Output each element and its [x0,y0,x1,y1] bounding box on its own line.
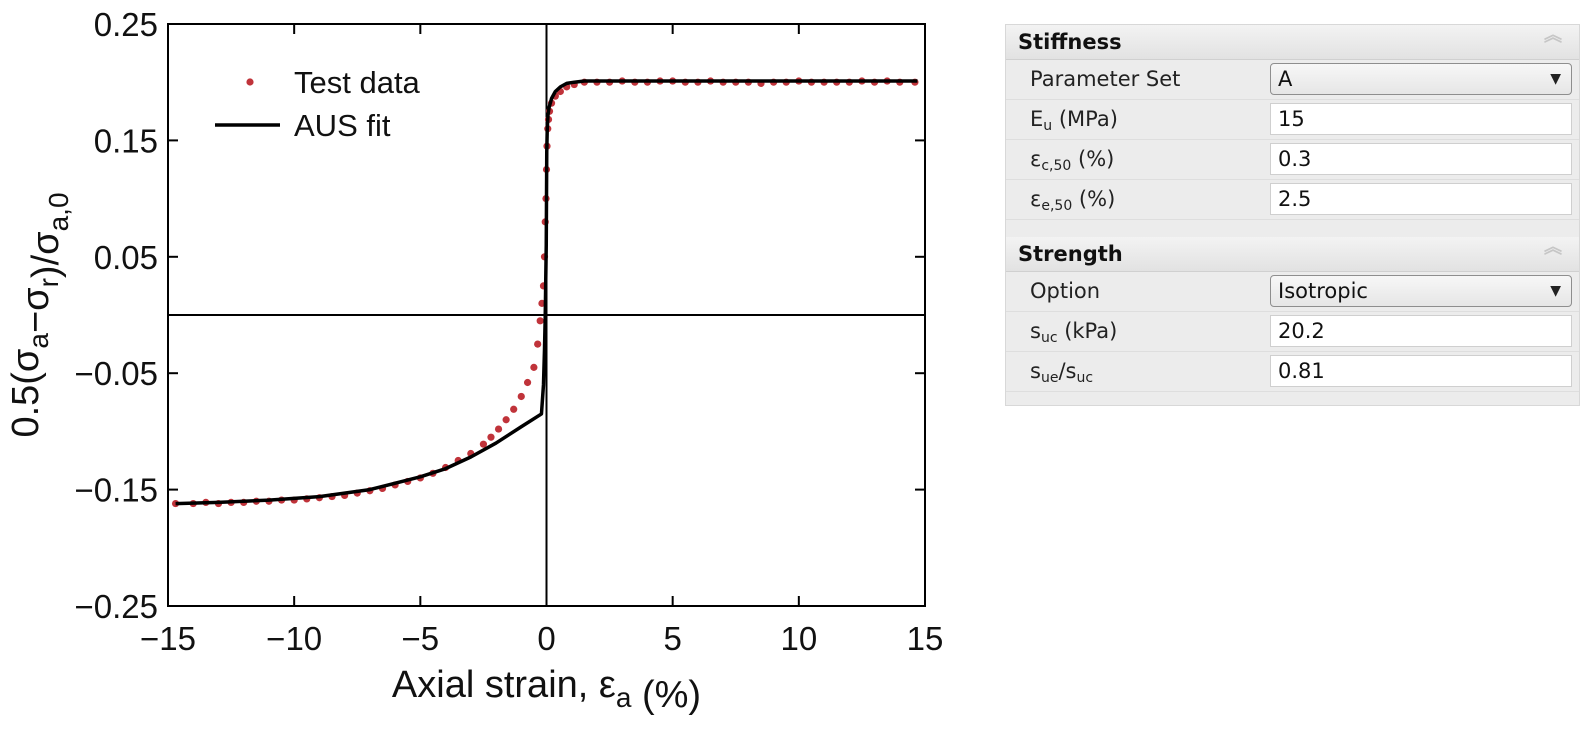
stiffness-title: Stiffness [1018,30,1122,54]
test-data-point [502,416,510,424]
x-tick-label: −10 [266,620,322,657]
test-data-point [479,440,488,448]
eu-label: Eu (MPa) [1030,107,1118,134]
data-series [171,77,919,508]
ee50-input[interactable]: 2.5 [1270,183,1572,215]
ec50-input[interactable]: 0.3 [1270,143,1572,175]
parameter-panel: Stiffness ︽ Parameter Set A ▼ Eu (MPa) 1… [1005,24,1580,406]
legend-label-test-data: Test data [294,65,421,100]
x-tick-label: 5 [663,620,681,657]
ee50-label: εe,50 (%) [1030,187,1116,214]
parameter-set-value: A [1278,67,1293,91]
strength-ratio-row: sue/suc 0.81 [1006,352,1579,392]
parameter-set-dropdown[interactable]: A ▼ [1270,63,1572,95]
axis-titles: Axial strain, εa (%) 0.5(σa−σr)/σa,0 [5,192,701,716]
legend-marker-test-data [246,78,254,86]
chart-legend: Test data AUS fit [215,65,421,143]
suc-label: suc (kPa) [1030,319,1118,346]
legend-label-aus-fit: AUS fit [294,108,391,143]
option-dropdown[interactable]: Isotropic ▼ [1270,275,1572,307]
dropdown-arrow-icon[interactable]: ▼ [1550,71,1561,87]
y-tick-label: −0.15 [75,472,159,509]
x-tick-label: 10 [780,620,817,657]
suc-input[interactable]: 20.2 [1270,315,1572,347]
strength-section: Strength ︽ Option Isotropic ▼ suc (kPa) … [1006,237,1579,392]
test-data-point [536,317,544,325]
strength-ratio-label: sue/suc [1030,359,1094,386]
ee50-row: εe,50 (%) 2.5 [1006,180,1579,220]
suc-row: suc (kPa) 20.2 [1006,312,1579,352]
eu-input[interactable]: 15 [1270,103,1572,135]
test-data-point [523,378,532,387]
eu-row: Eu (MPa) 15 [1006,100,1579,140]
x-tick-label: −15 [140,620,196,657]
parameter-set-row: Parameter Set A ▼ [1006,60,1579,100]
strength-ratio-input[interactable]: 0.81 [1270,355,1572,387]
option-value: Isotropic [1278,279,1368,303]
y-tick-label: 0.15 [94,122,158,159]
test-data-point [487,433,495,441]
y-tick-label: −0.25 [75,588,159,625]
y-tick-label: −0.05 [75,355,159,392]
axis-ticks [167,23,926,607]
y-tick-label: 0.05 [94,239,158,276]
option-row: Option Isotropic ▼ [1006,272,1579,312]
aus-fit-line [175,79,918,506]
test-data-point [530,363,538,371]
stiffness-section: Stiffness ︽ Parameter Set A ▼ Eu (MPa) 1… [1006,25,1579,220]
ec50-row: εc,50 (%) 0.3 [1006,140,1579,180]
ec50-label: εc,50 (%) [1030,147,1115,174]
x-tick-label: 15 [907,620,944,657]
option-label: Option [1030,279,1101,303]
strength-header[interactable]: Strength ︽ [1006,237,1579,272]
parameter-set-label: Parameter Set [1030,67,1181,91]
dropdown-arrow-icon[interactable]: ▼ [1550,283,1561,299]
test-data-point [510,405,518,413]
x-tick-label: −5 [402,620,440,657]
x-tick-label: 0 [537,620,555,657]
y-tick-label: 0.25 [94,6,158,43]
double-chevron-up-icon[interactable]: ︽ [1544,25,1562,46]
stiffness-header[interactable]: Stiffness ︽ [1006,25,1579,60]
test-data-point [494,425,503,433]
test-data-point [517,392,525,401]
x-axis-title: Axial strain, εa (%) [392,664,701,716]
y-axis-title: 0.5(σa−σr)/σa,0 [5,192,74,437]
stress-strain-chart: −15 −10 −5 0 5 10 15 0.25 0.15 0.05 −0.05 −0.15 −0.2… [5,6,944,716]
double-chevron-up-icon[interactable]: ︽ [1544,237,1562,258]
strength-title: Strength [1018,242,1123,266]
test-data-point [534,340,542,348]
tick-labels: −15 −10 −5 0 5 10 15 0.25 0.15 0.05 −0.05 −0.15 −0.2… [75,6,944,657]
